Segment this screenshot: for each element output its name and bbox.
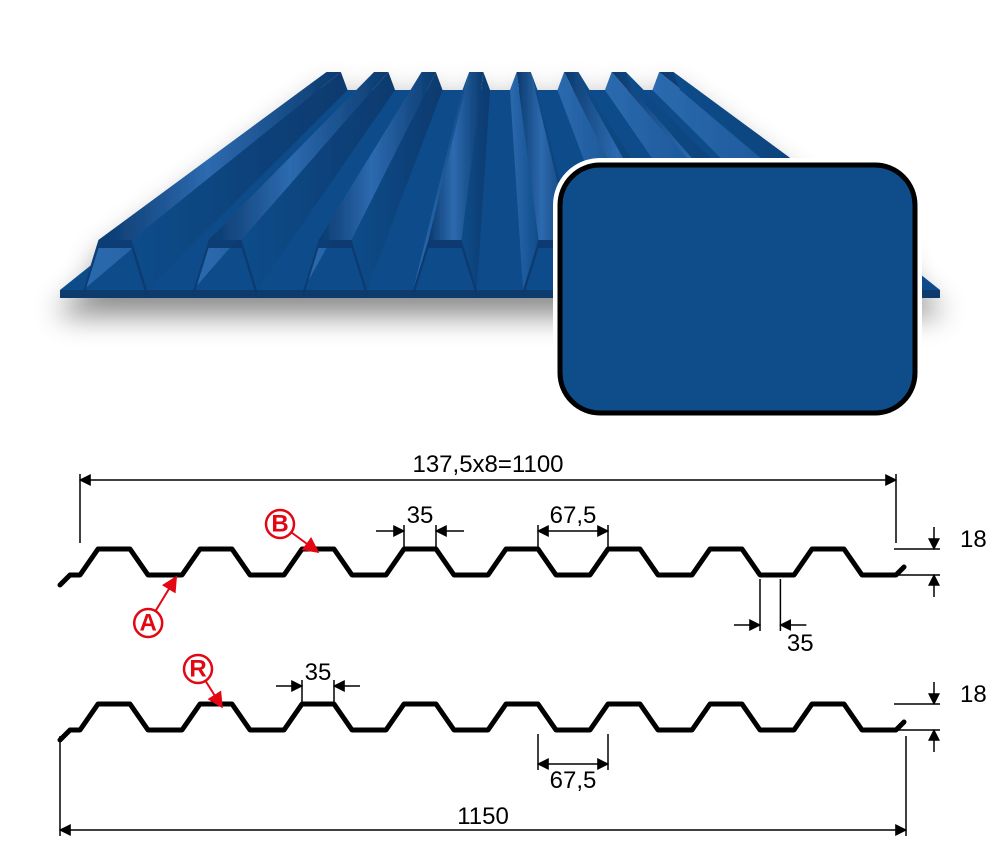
perspective-sheet xyxy=(0,0,1000,440)
dim-height-top: 18 xyxy=(960,526,987,553)
marker-a-label: A xyxy=(140,610,157,637)
dim-pitch-mid: 35 xyxy=(787,630,814,657)
dim-gap-top: 67,5 xyxy=(550,502,597,529)
technical-drawing: 137,5x8=1100 35 67,5 18 35 35 67,5 18 1150 B A R xyxy=(0,450,1000,862)
dim-bottom-total: 1150 xyxy=(457,803,509,830)
dim-height-bottom: 18 xyxy=(960,681,987,708)
dim-top-total: 137,5x8=1100 xyxy=(412,451,563,478)
color-swatch xyxy=(560,165,915,413)
dim-rib-bottom-w: 35 xyxy=(305,659,332,686)
bottom-profile xyxy=(60,704,904,740)
dim-gap-bottom: 67,5 xyxy=(550,767,597,794)
marker-b-label: B xyxy=(271,511,288,538)
marker-r-label: R xyxy=(189,656,206,683)
top-profile xyxy=(60,549,904,585)
dim-rib-top-w: 35 xyxy=(407,502,434,529)
